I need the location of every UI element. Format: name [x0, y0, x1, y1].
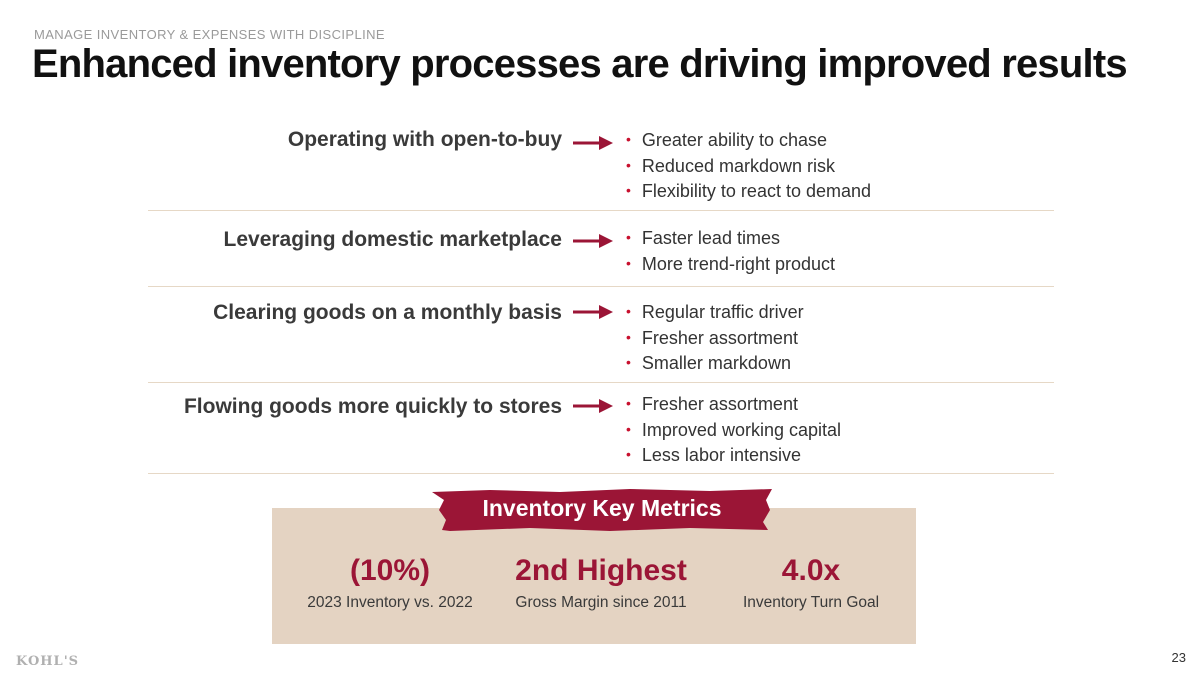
- bullet-list: • Faster lead times • More trend-right pro…: [626, 225, 835, 276]
- bullet-icon: •: [626, 156, 631, 173]
- banner-ribbon-icon: [432, 489, 772, 531]
- row-label: Operating with open-to-buy: [287, 128, 562, 151]
- list-item: • Flexibility to react to demand: [626, 181, 872, 201]
- bullet-icon: •: [626, 131, 631, 147]
- list-item: • Regular traffic driver: [626, 302, 804, 322]
- row-label: Flowing goods more quickly to stores: [183, 395, 562, 418]
- list-item: • Fresher assortment: [626, 327, 798, 348]
- arrow-right-icon: [573, 305, 613, 319]
- metric-label: Gross Margin since 2011: [515, 594, 687, 611]
- metric-gross-margin: 2nd Highest Gross Margin since 2011: [496, 552, 706, 612]
- metric-label: 2023 Inventory vs. 2022: [307, 594, 473, 611]
- bullet-icon: •: [626, 254, 631, 271]
- arrow-right-icon: [573, 234, 613, 248]
- kohls-logo: KOHL'S: [16, 654, 80, 669]
- bullet-list: • Fresher assortment • Improved working ca…: [626, 391, 841, 468]
- slide-title: Enhanced inventory processes are driving…: [32, 42, 1128, 86]
- metric-inventory-change: (10%) 2023 Inventory vs. 2022: [285, 552, 495, 612]
- process-row: Flowing goods more quickly to stores • Fr…: [148, 383, 1054, 474]
- list-item: • More trend-right product: [626, 253, 835, 274]
- bullet-list: • Greater ability to chase • Reduced markd…: [626, 127, 871, 204]
- metric-value: 4.0x: [781, 554, 841, 587]
- list-item: • Reduced markdown risk: [626, 155, 835, 176]
- arrow-right-icon: [573, 399, 613, 413]
- bullet-icon: •: [626, 446, 631, 462]
- bullet-icon: •: [626, 303, 631, 319]
- list-item: • Improved working capital: [626, 419, 841, 440]
- bullet-icon: •: [626, 328, 631, 345]
- metric-value: 2nd Highest: [515, 554, 687, 587]
- list-item: • Smaller markdown: [626, 353, 791, 373]
- bullet-icon: •: [626, 354, 631, 370]
- list-item: • Fresher assortment: [626, 394, 798, 414]
- row-label: Leveraging domestic marketplace: [223, 228, 562, 251]
- section-eyebrow: MANAGE INVENTORY & EXPENSES WITH DISCIPL…: [34, 27, 385, 42]
- process-row: Clearing goods on a monthly basis • Regul…: [148, 287, 1054, 383]
- bullet-icon: •: [626, 420, 631, 437]
- list-item: • Greater ability to chase: [626, 130, 827, 150]
- metrics-banner: Inventory Key Metrics: [430, 488, 774, 532]
- page-number: 23: [1171, 650, 1186, 665]
- bullet-icon: •: [626, 229, 631, 245]
- metrics-panel: [272, 508, 916, 644]
- process-row: Leveraging domestic marketplace • Faster …: [148, 211, 1054, 287]
- row-label: Clearing goods on a monthly basis: [213, 301, 562, 324]
- bullet-icon: •: [626, 182, 631, 198]
- metric-label: Inventory Turn Goal: [742, 594, 880, 611]
- list-item: • Faster lead times: [626, 228, 780, 248]
- bullet-list: • Regular traffic driver • Fresher assortm…: [626, 299, 804, 376]
- process-row: Operating with open-to-buy • Greater abil…: [148, 120, 1054, 211]
- list-item: • Less labor intensive: [626, 445, 801, 465]
- arrow-right-icon: [573, 136, 613, 150]
- metric-inventory-turn: 4.0x Inventory Turn Goal: [706, 552, 916, 612]
- bullet-icon: •: [626, 395, 631, 411]
- banner-title: Inventory Key Metrics: [482, 495, 722, 521]
- metric-value: (10%): [349, 554, 431, 587]
- process-rows: Operating with open-to-buy • Greater abil…: [148, 120, 1054, 474]
